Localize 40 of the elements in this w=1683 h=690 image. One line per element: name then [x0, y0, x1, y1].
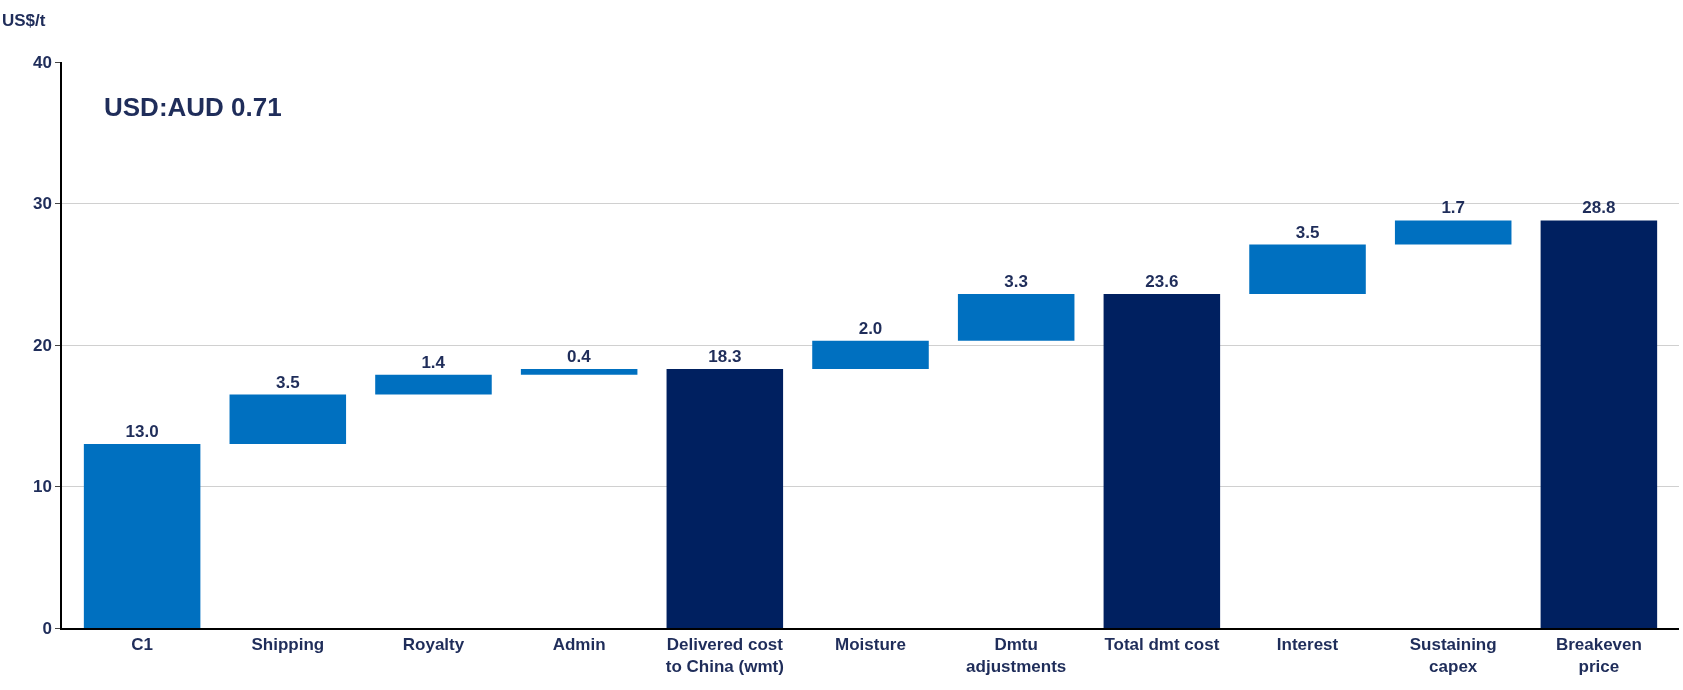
data-label: 2.0	[858, 318, 883, 338]
bar	[1249, 244, 1366, 295]
y-tick-label: 0	[42, 618, 52, 638]
x-tick-label: Breakeven price	[1555, 635, 1642, 677]
data-label: 13.0	[125, 422, 159, 442]
x-tick-label: Delivered cost to China (wmt)	[665, 635, 784, 677]
x-tick-label: Royalty	[402, 635, 465, 655]
data-label: 1.7	[1441, 198, 1466, 218]
data-label: 3.3	[1004, 272, 1028, 292]
x-tick-label: Shipping	[251, 635, 325, 655]
bar	[1103, 294, 1221, 628]
annotation: USD:AUD 0.71	[104, 92, 282, 122]
data-label: 23.6	[1145, 272, 1179, 292]
bar	[83, 444, 201, 628]
x-tick-label: Moisture	[835, 635, 906, 655]
bar	[666, 369, 784, 628]
bar	[812, 340, 929, 370]
x-tick-label: C1	[131, 635, 153, 655]
x-tick-label: Sustaining capex	[1409, 635, 1497, 677]
bar	[1394, 220, 1512, 245]
x-tick-label: Admin	[552, 635, 606, 655]
data-label: 0.4	[567, 347, 592, 367]
data-label: 1.4	[421, 352, 446, 372]
x-tick-label: Total dmt cost	[1104, 635, 1220, 655]
bar	[1540, 220, 1658, 628]
y-tick-label: 10	[32, 477, 52, 497]
y-tick-label: 20	[32, 335, 52, 355]
bar	[229, 394, 347, 445]
data-label: 3.5	[1295, 222, 1320, 242]
x-tick-label: Dmtu adjustments	[966, 635, 1067, 677]
x-tick-label: Interest	[1276, 635, 1339, 655]
data-label: 18.3	[708, 347, 742, 367]
bar	[520, 369, 638, 375]
y-tick-label: 30	[32, 194, 52, 214]
bar	[375, 374, 492, 395]
data-label: 28.8	[1582, 198, 1616, 218]
bar	[957, 294, 1075, 341]
data-label: 3.5	[275, 372, 300, 392]
y-tick-label: 40	[32, 52, 52, 72]
y-axis-title: US$/t	[2, 11, 46, 30]
